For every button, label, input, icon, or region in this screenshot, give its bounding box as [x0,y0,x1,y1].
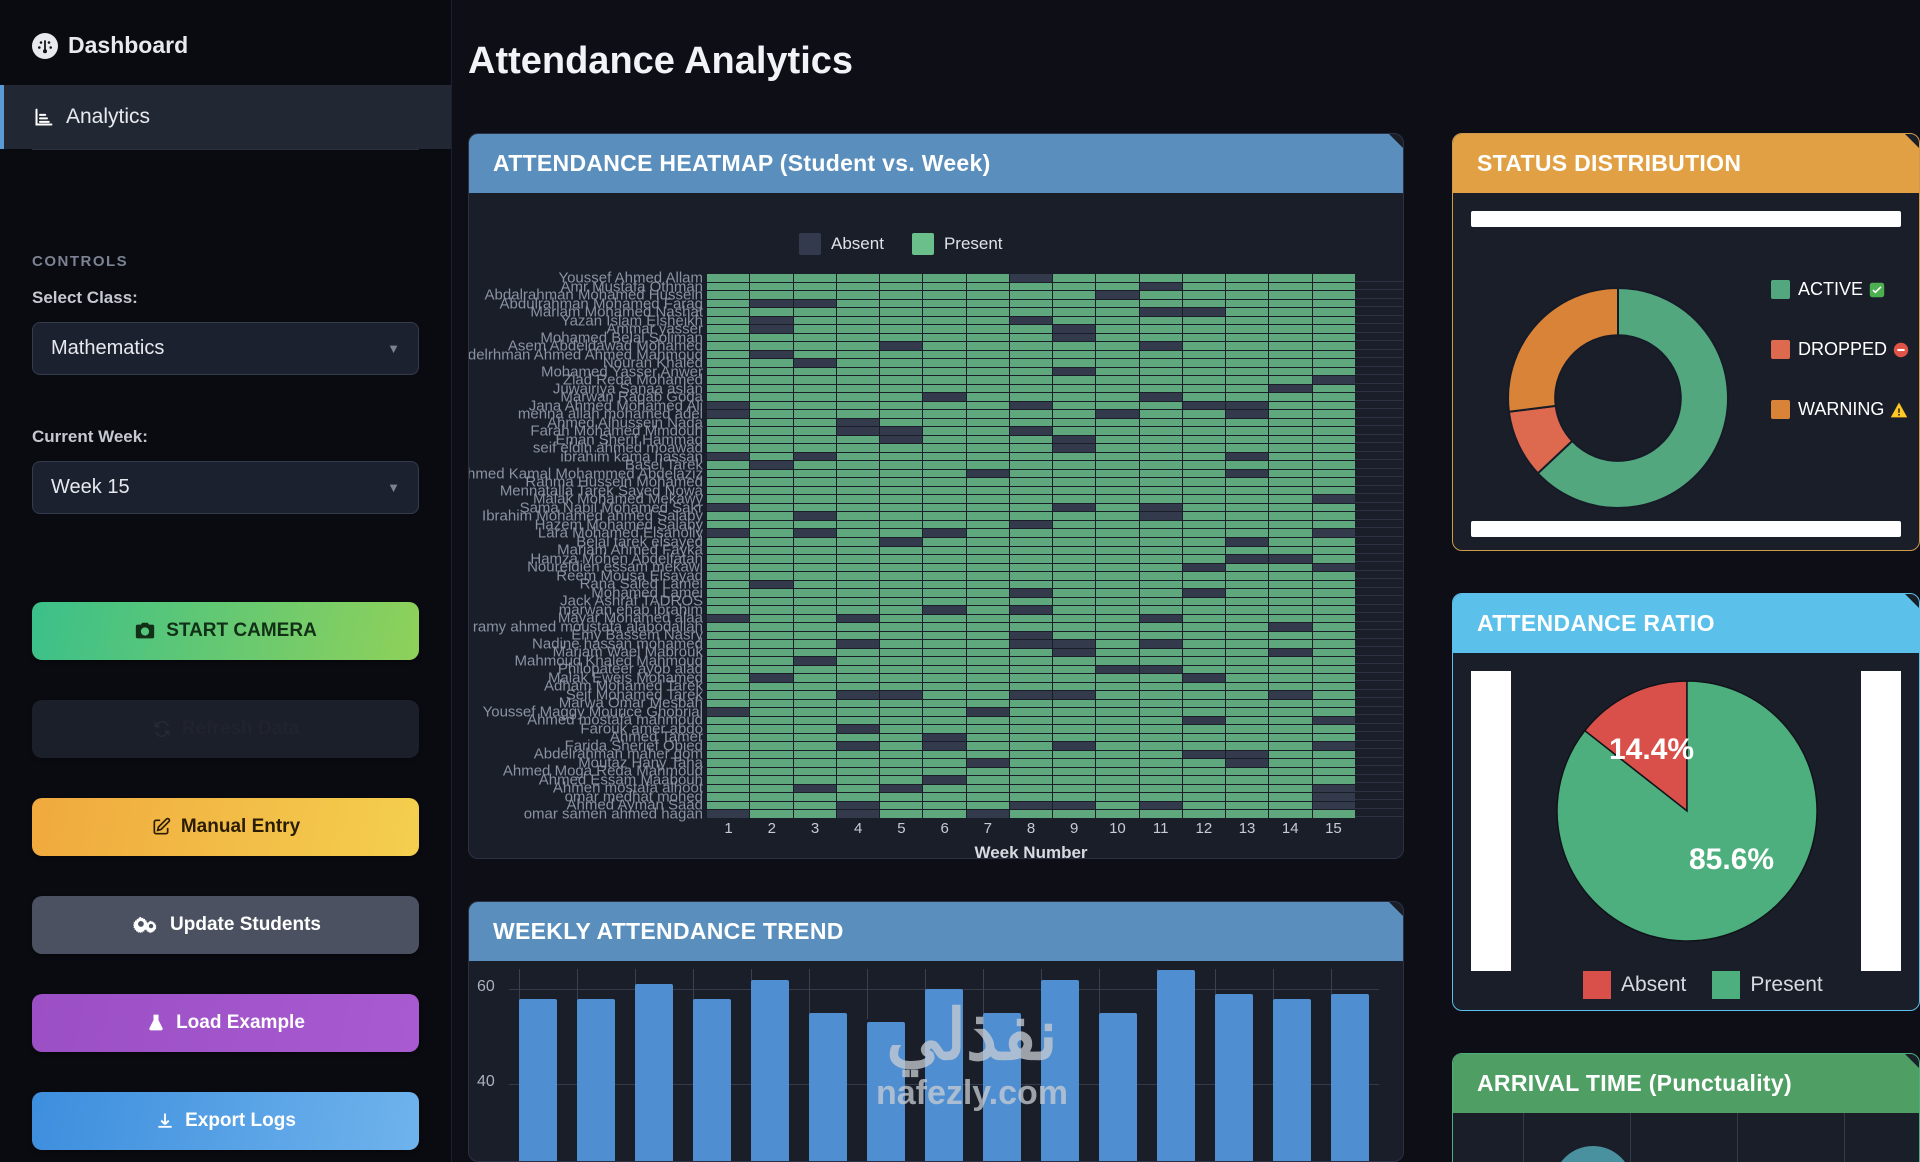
svg-text:14.4%: 14.4% [1609,733,1694,766]
svg-text:85.6%: 85.6% [1689,843,1774,876]
